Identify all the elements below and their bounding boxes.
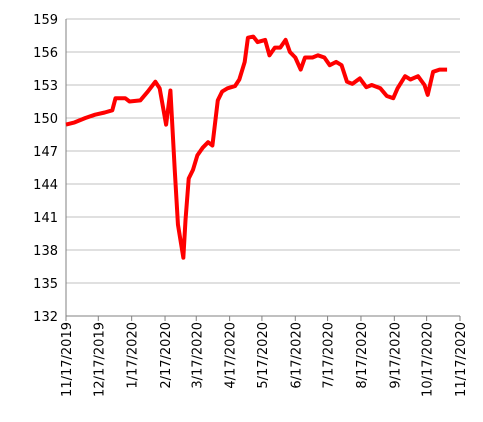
- y-tick-label: 135: [33, 277, 58, 292]
- x-tick-label: 11/17/2020: [454, 322, 469, 397]
- x-tick-label: 4/17/2020: [224, 322, 239, 389]
- x-tick-label: 3/17/2020: [190, 322, 205, 389]
- y-tick-label: 156: [33, 46, 58, 61]
- y-tick-label: 159: [33, 13, 58, 28]
- y-tick-label: 132: [33, 310, 58, 325]
- x-tick-label: 9/17/2020: [388, 322, 403, 389]
- x-tick-label: 11/17/2019: [60, 322, 75, 397]
- y-tick-label: 147: [33, 145, 58, 160]
- x-tick-label: 2/17/2020: [159, 322, 174, 389]
- x-tick-label: 12/17/2019: [92, 322, 107, 397]
- x-tick-label: 7/17/2020: [322, 322, 337, 389]
- x-tick-label: 1/17/2020: [126, 322, 141, 389]
- data-line: [65, 34, 448, 260]
- y-tick-label: 138: [33, 244, 58, 259]
- x-tick-label: 5/17/2020: [256, 322, 271, 389]
- x-tick-label: 8/17/2020: [355, 322, 370, 389]
- y-tick-label: 144: [33, 178, 58, 193]
- x-tick-label: 6/17/2020: [289, 322, 304, 389]
- y-tick-label: 153: [33, 79, 58, 94]
- y-tick-label: 150: [33, 112, 58, 127]
- x-tick-label: 10/17/2020: [421, 322, 436, 397]
- y-tick-label: 141: [33, 211, 58, 226]
